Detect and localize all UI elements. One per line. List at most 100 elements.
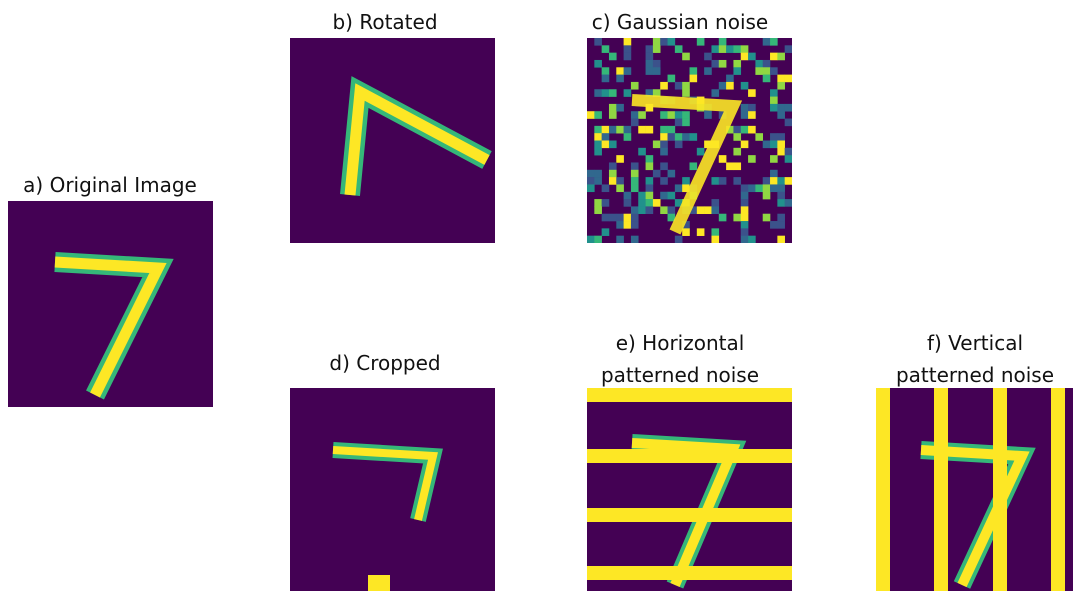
noise-pixel — [785, 119, 793, 127]
noise-pixel — [660, 177, 668, 185]
noise-pixel — [682, 53, 690, 61]
noise-pixel — [763, 75, 771, 83]
noise-pixel — [741, 45, 749, 53]
noise-pixel — [594, 177, 602, 185]
noise-pixel — [602, 228, 610, 236]
noise-pixel — [624, 214, 632, 222]
noise-pixel — [609, 214, 617, 222]
noise-pixel — [777, 192, 785, 200]
noise-pixel — [704, 206, 712, 214]
noise-pixel — [733, 133, 741, 141]
noise-pixel — [770, 177, 778, 185]
noise-pixel — [704, 67, 712, 75]
noise-pixel — [660, 126, 668, 134]
noise-pixel — [660, 38, 668, 46]
noise-pixel — [741, 214, 749, 222]
noise-pixel — [777, 141, 785, 149]
noise-pixel — [719, 82, 727, 90]
noise-pixel — [616, 75, 624, 83]
noise-pixel — [682, 111, 690, 119]
noise-pixel — [646, 184, 654, 192]
noise-pixel — [777, 236, 785, 244]
noise-pixel — [609, 89, 617, 97]
noise-pixel — [660, 111, 668, 119]
noise-pixel — [660, 82, 668, 90]
noise-pixel — [690, 67, 698, 75]
noise-pixel — [587, 170, 595, 178]
noise-pixel — [755, 184, 763, 192]
noise-pixel — [682, 177, 690, 185]
noise-pixel — [770, 184, 778, 192]
noise-pixel — [777, 221, 785, 229]
noise-pixel — [690, 133, 698, 141]
noise-pixel — [609, 170, 617, 178]
noise-pixel — [770, 141, 778, 149]
noise-pixel — [748, 89, 756, 97]
noise-pixel — [616, 104, 624, 112]
noise-pixel — [602, 214, 610, 222]
noise-pixel — [741, 206, 749, 214]
noise-pixel — [594, 236, 602, 244]
noise-pixel — [602, 133, 610, 141]
noise-pixel — [602, 141, 610, 149]
noise-pixel — [624, 38, 632, 46]
noise-pixel — [660, 162, 668, 170]
noise-pixel — [755, 133, 763, 141]
noise-pixel — [733, 45, 741, 53]
image-original — [8, 201, 213, 407]
noise-pixel — [719, 60, 727, 68]
noise-pixel — [733, 162, 741, 170]
noise-pixel — [777, 177, 785, 185]
noise-pixel — [763, 60, 771, 68]
noise-pixel — [624, 89, 632, 97]
noise-pixel — [646, 53, 654, 61]
noise-pixel — [682, 82, 690, 90]
noise-pixel — [682, 133, 690, 141]
noise-pixel — [609, 53, 617, 61]
noise-pixel — [646, 60, 654, 68]
noise-pixel — [770, 104, 778, 112]
noise-pixel — [755, 67, 763, 75]
noise-pixel — [616, 67, 624, 75]
noise-pixel — [755, 60, 763, 68]
noise-pixel — [616, 221, 624, 229]
noise-pixel — [711, 206, 719, 214]
noise-pixel — [777, 75, 785, 83]
noise-pixel — [602, 89, 610, 97]
image-horizontal-noise — [587, 388, 792, 591]
noise-pixel — [741, 236, 749, 244]
noise-pixel — [785, 104, 793, 112]
noise-pixel — [770, 97, 778, 105]
noise-pixel — [594, 89, 602, 97]
noise-pixel — [741, 126, 749, 134]
noise-pixel — [653, 45, 661, 53]
noise-pixel — [785, 75, 793, 83]
noise-pixel — [594, 148, 602, 156]
noise-pixel — [587, 184, 595, 192]
noise-pixel — [638, 192, 646, 200]
noise-pixel — [602, 45, 610, 53]
noise-pixel — [741, 111, 749, 119]
noise-pixel — [616, 126, 624, 134]
noise-pixel — [719, 38, 727, 46]
image-vertical-noise — [876, 388, 1073, 591]
panel-title: d) Cropped — [329, 351, 440, 375]
noise-pixel — [646, 206, 654, 214]
noise-pixel — [616, 214, 624, 222]
noise-pixel — [777, 148, 785, 156]
noise-pixel — [726, 45, 734, 53]
noise-pixel — [675, 111, 683, 119]
noise-pixel — [602, 126, 610, 134]
noise-pixel — [624, 126, 632, 134]
noise-pixel — [711, 228, 719, 236]
noise-pixel — [594, 126, 602, 134]
panel-title: c) Gaussian noise — [592, 10, 768, 34]
noise-pixel — [631, 236, 639, 244]
noise-pixel — [682, 228, 690, 236]
panel-title: patterned noise — [896, 363, 1054, 387]
noise-pixel — [653, 199, 661, 207]
noise-pixel — [631, 119, 639, 127]
image-gaussian-noise — [587, 38, 792, 243]
noise-pixel — [594, 38, 602, 46]
noise-pixel — [770, 89, 778, 97]
